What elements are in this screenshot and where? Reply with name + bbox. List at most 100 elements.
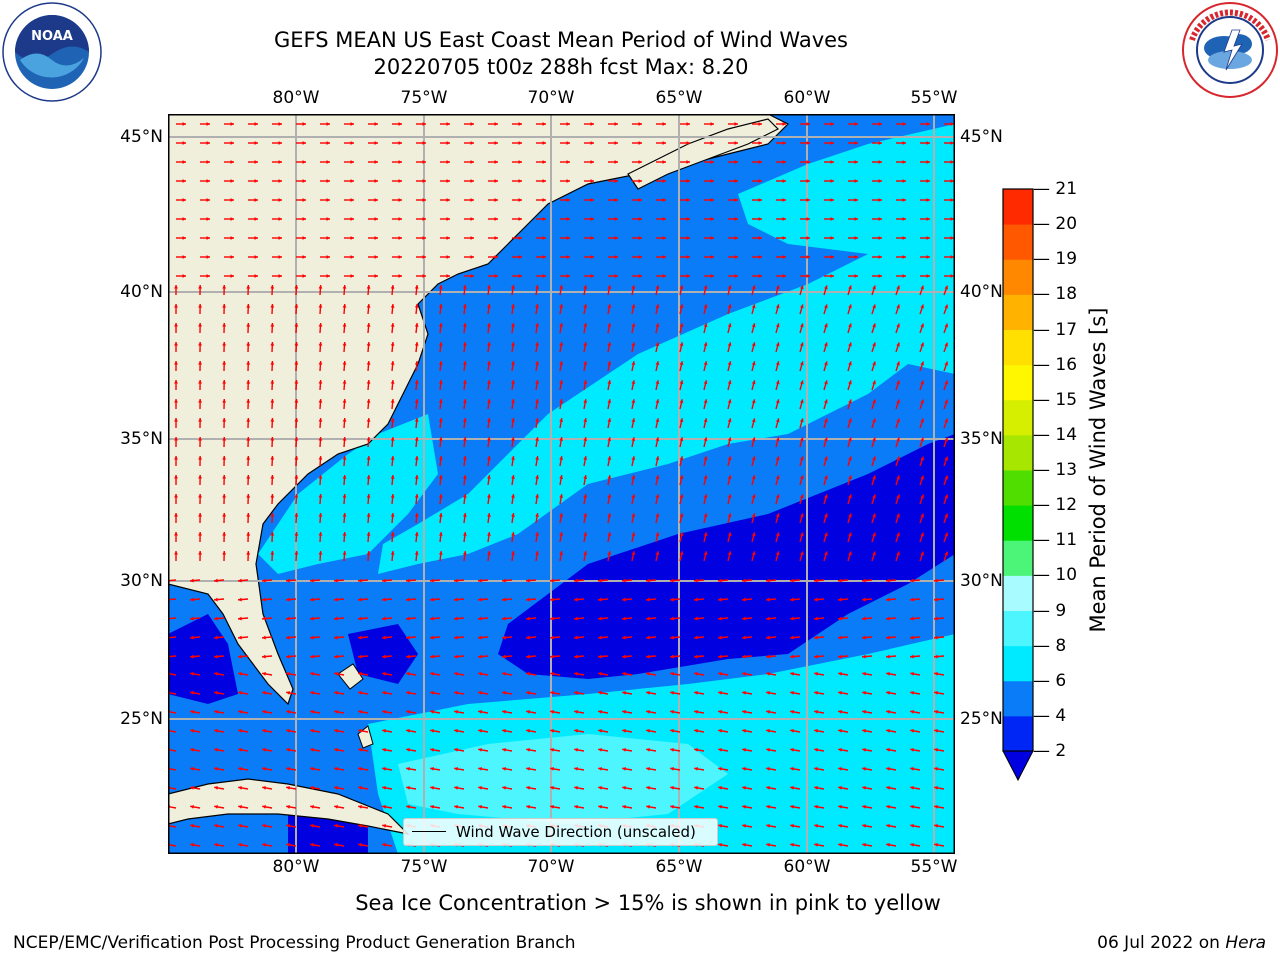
wave-arrow-head — [414, 532, 419, 536]
colorbar-tick-label: — 8 — [1033, 635, 1067, 656]
wave-arrow-head — [470, 160, 474, 164]
wave-arrow-head — [382, 766, 386, 771]
wave-arrow-head — [574, 578, 578, 583]
wave-arrow-head — [446, 217, 450, 221]
wave-arrow-head — [742, 671, 746, 676]
wave-arrow-head — [238, 578, 242, 583]
wave-arrow-head — [806, 198, 810, 202]
wave-arrow-head — [542, 141, 546, 145]
wave-arrow-head — [814, 671, 818, 676]
wave-arrow-head — [799, 494, 804, 499]
wave-arrow-head — [198, 532, 203, 536]
wave-arrow-head — [487, 551, 491, 555]
wave-arrow-head — [679, 456, 684, 461]
wave-arrow-head — [414, 323, 419, 327]
wave-arrow-head — [799, 418, 804, 423]
wave-arrow-head — [902, 236, 906, 240]
wave-arrow-head — [382, 654, 386, 659]
wave-arrow-head — [438, 399, 443, 403]
wave-arrow-head — [782, 274, 786, 278]
wave-arrow-head — [872, 361, 876, 366]
wave-arrow-head — [758, 122, 762, 126]
wave-arrow-head — [382, 635, 386, 640]
wave-arrow-head — [727, 418, 732, 423]
wave-arrow-head — [670, 671, 674, 676]
wave-arrow-head — [878, 141, 882, 145]
colorbar-tick-label: — 14 — [1033, 424, 1078, 445]
wave-arrow-head — [694, 747, 698, 752]
wave-arrow-head — [350, 274, 354, 278]
wave-arrow-head — [751, 456, 756, 461]
wave-arrow-head — [190, 804, 194, 809]
wave-arrow-head — [830, 179, 834, 183]
wave-arrow-head — [814, 635, 818, 640]
wave-arrow-head — [446, 141, 450, 145]
wave-arrow-head — [631, 361, 636, 366]
wave-arrow-head — [646, 671, 650, 676]
wave-arrow-head — [422, 274, 426, 278]
wave-arrow-head — [566, 122, 570, 126]
wave-arrow-head — [886, 785, 890, 790]
wave-arrow-head — [494, 122, 498, 126]
wave-arrow-head — [487, 456, 491, 460]
wave-arrow-head — [358, 690, 362, 695]
wave-arrow-head — [944, 513, 948, 518]
wave-arrow-head — [454, 616, 458, 621]
wave-arrow-head — [824, 418, 828, 423]
wave-arrow-head — [718, 597, 722, 602]
wave-arrow-head — [318, 456, 323, 460]
wave-arrow-head — [583, 437, 588, 441]
wave-arrow-head — [607, 513, 612, 518]
wave-arrow-head — [718, 823, 722, 828]
colorbar-box — [1003, 715, 1033, 752]
wave-arrow-head — [334, 766, 338, 771]
wave-arrow-head — [838, 842, 842, 847]
wave-arrow-head — [350, 141, 354, 145]
wave-arrow-head — [662, 141, 666, 145]
wave-arrow-head — [278, 141, 282, 145]
nws-logo — [1182, 2, 1278, 98]
wave-arrow-head — [686, 141, 690, 145]
wave-arrow-head — [390, 494, 395, 498]
wave-arrow-head — [559, 475, 564, 479]
wave-arrow-head — [214, 635, 218, 640]
wave-arrow-head — [310, 578, 314, 583]
wave-arrow-head — [878, 160, 882, 164]
wave-arrow-head — [182, 122, 186, 126]
wave-arrow-head — [406, 597, 410, 602]
wave-arrow-head — [446, 160, 450, 164]
wave-arrow-head — [270, 456, 275, 460]
wave-arrow-head — [920, 456, 924, 461]
svg-text:NOAA: NOAA — [31, 29, 73, 44]
wave-arrow-head — [631, 342, 636, 347]
wave-arrow-head — [872, 342, 876, 347]
wave-arrow-head — [318, 285, 323, 289]
wave-arrow-head — [406, 804, 410, 809]
wave-arrow-head — [182, 198, 186, 202]
wave-arrow-head — [896, 323, 900, 328]
wave-arrow-head — [872, 380, 876, 385]
wave-arrow-head — [246, 532, 251, 536]
wave-arrow-head — [758, 198, 762, 202]
wave-arrow-head — [174, 494, 178, 498]
colorbar-under-triangle — [1002, 750, 1034, 782]
wave-arrow-head — [374, 198, 378, 202]
wave-arrow-head — [374, 274, 378, 278]
wave-arrow-head — [406, 671, 410, 676]
wave-arrow-head — [655, 456, 660, 461]
wave-arrow-head — [270, 342, 275, 346]
wave-arrow-head — [526, 597, 530, 602]
wave-arrow-head — [502, 635, 506, 640]
wave-arrow-head — [734, 179, 738, 183]
wave-arrow-head — [262, 823, 266, 828]
wave-arrow-head — [742, 747, 746, 752]
wave-arrow-head — [727, 342, 732, 347]
wave-arrow-head — [318, 361, 323, 365]
wave-arrow-head — [494, 198, 498, 202]
wave-arrow-head — [422, 217, 426, 221]
wave-arrow-head — [583, 304, 588, 308]
colorbar-frame — [1002, 188, 1034, 752]
wave-arrow-head — [872, 494, 876, 499]
wave-arrow-head — [799, 532, 804, 537]
wave-arrow-head — [758, 179, 762, 183]
